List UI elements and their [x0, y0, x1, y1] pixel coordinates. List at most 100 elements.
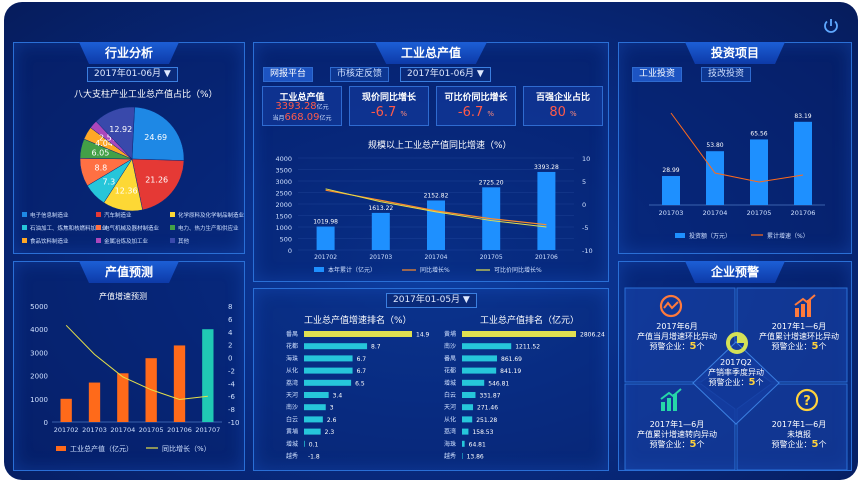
speed-bar — [304, 428, 321, 435]
y-tick-right: 8 — [228, 303, 232, 311]
legend-label: 其他 — [178, 239, 190, 245]
bar-value-label: 28.99 — [662, 167, 679, 174]
output-value: 841.19 — [500, 368, 521, 375]
speed-value: 2.3 — [325, 429, 335, 436]
pie-slice-label: 6.05 — [92, 148, 110, 157]
district-name: 番禺 — [286, 331, 298, 338]
panel-title: 企业预警 — [684, 261, 786, 283]
bar-chart-icon — [660, 388, 682, 411]
legend-item: 金属冶炼及加工业 — [96, 237, 148, 245]
legend-swatch — [96, 212, 101, 217]
speed-bar — [304, 355, 353, 362]
legend-item: 化学原料及化学制品制造业 — [170, 211, 244, 219]
speed-bar — [304, 404, 326, 411]
y-tick-right: 2 — [228, 342, 232, 350]
y-tick-right: -8 — [228, 406, 235, 414]
period-select[interactable]: 2017年01-06月 ▼ — [400, 67, 491, 82]
x-tick: 201707 — [195, 426, 220, 434]
x-tick: 201704 — [425, 254, 448, 261]
pie-slice-label: 2.57 — [99, 134, 117, 143]
speed-value: 2.6 — [327, 417, 337, 424]
growth-line — [670, 112, 804, 183]
output-value: 546.81 — [488, 380, 509, 387]
period-select[interactable]: 2017年01-06月 ▼ — [87, 67, 178, 82]
district-name: 越秀 — [444, 452, 456, 460]
x-tick: 201702 — [54, 426, 79, 434]
warning-item-cumulative-growth[interactable]: 2017年1—6月 产值累计增速环比异动 预警企业：5个 — [759, 322, 839, 352]
x-tick: 201704 — [703, 209, 728, 217]
output-bar — [462, 343, 512, 350]
y-tick-left: 4000 — [30, 326, 48, 334]
legend-label: 投资额（万元） — [689, 232, 731, 240]
y-tick-right: 0 — [228, 355, 232, 363]
warning-item-not-reported[interactable]: 2017年1—6月 未填报 预警企业：5个 — [771, 420, 827, 450]
output-value: 861.69 — [501, 356, 522, 363]
bar-value-label: 53.80 — [706, 142, 723, 149]
trend-circle-icon — [659, 294, 683, 318]
legend-item: 电子信息制造业 — [22, 211, 69, 219]
bar-value-label: 83.19 — [794, 113, 811, 120]
bar — [202, 329, 214, 422]
legend-swatch — [96, 225, 101, 230]
warning-item-monthly-growth[interactable]: 2017年6月 产值当月增速环比异动 预警企业：5个 — [637, 322, 717, 352]
warning-item-growth-turn[interactable]: 2017年1—6月 产值累计增速转向异动 预警企业：5个 — [637, 420, 717, 450]
bar — [371, 212, 390, 250]
x-tick: 201702 — [314, 254, 337, 261]
kpi-label: 可比价同比增长 — [444, 93, 508, 103]
bar — [88, 382, 101, 422]
y-tick-left: 3000 — [30, 349, 48, 357]
period-select[interactable]: 2017年01-05月 ▼ — [386, 293, 477, 308]
bar — [794, 121, 812, 205]
kpi-label: 现价同比增长 — [361, 93, 416, 103]
legend-label: 金属冶炼及加工业 — [104, 239, 149, 245]
y-tick-left: 1000 — [275, 224, 292, 232]
y-tick-left: 3000 — [275, 178, 292, 186]
y-tick-right: 10 — [582, 155, 590, 163]
legend-swatch — [56, 446, 66, 451]
bar — [173, 345, 186, 422]
district-name: 海珠 — [286, 354, 298, 362]
legend-label: 化学原料及化学制品制造业 — [178, 213, 245, 219]
legend-swatch — [170, 225, 175, 230]
panel-title: 产值预测 — [78, 261, 180, 283]
tab-online-report[interactable]: 网报平台 — [263, 67, 314, 82]
output-bar — [462, 331, 576, 337]
speed-value: 14.9 — [416, 332, 430, 339]
y-tick-left: 2000 — [30, 373, 48, 381]
tab-industrial-investment[interactable]: 工业投资 — [632, 67, 683, 82]
legend-item: 电力、热力生产和供应业 — [170, 224, 239, 232]
output-ranking-title: 工业总产值排名（亿元） — [480, 316, 580, 326]
power-icon[interactable] — [822, 17, 840, 35]
output-value: 64.81 — [469, 441, 486, 448]
bar — [662, 176, 680, 205]
tab-tech-upgrade-investment[interactable]: 技改投资 — [701, 67, 752, 82]
legend-swatch — [22, 238, 27, 243]
bar — [750, 139, 768, 205]
legend-label: 累计增速（%） — [767, 232, 809, 240]
pie-slice-label: 7.3 — [102, 177, 115, 186]
bar-growth-icon — [794, 294, 816, 317]
question-circle-icon: ? — [795, 388, 819, 412]
pie-slice-label: 12.92 — [109, 125, 132, 134]
legend-swatch — [170, 212, 175, 217]
y-tick-left: 0 — [44, 419, 48, 427]
panel-title: 行业分析 — [78, 42, 180, 64]
bar — [117, 373, 129, 422]
warning-item-sales-rate[interactable]: 2017Q2 产销率季度异动 预警企业：5个 — [708, 358, 764, 388]
y-tick-right: -10 — [582, 247, 593, 255]
legend-label: 食品饮料制造业 — [30, 239, 69, 245]
output-value: 251.28 — [476, 417, 497, 424]
bar — [537, 171, 556, 250]
district-name: 海珠 — [444, 440, 456, 448]
tab-city-feedback[interactable]: 市核定反馈 — [330, 67, 390, 82]
ranking-charts: 番禺 14.9 花都 8.7 海珠 6.7 从化 6.7 荔湾 6.5 天河 3.4 南沙 3 白云 2.6 黄… — [286, 330, 605, 461]
bar — [316, 226, 335, 250]
x-tick: 201705 — [747, 209, 772, 217]
y-tick-right: -5 — [582, 224, 588, 232]
svg-text:?: ? — [803, 394, 811, 409]
output-bar — [462, 416, 473, 423]
pie-slice-label: 21.26 — [145, 176, 168, 185]
kpi-label: 工业总产值 — [279, 93, 325, 103]
industry-analysis-panel: 行业分析 2017年01-06月 ▼ 八大支柱产业工业总产值占比（%） 24.6… — [13, 42, 245, 254]
